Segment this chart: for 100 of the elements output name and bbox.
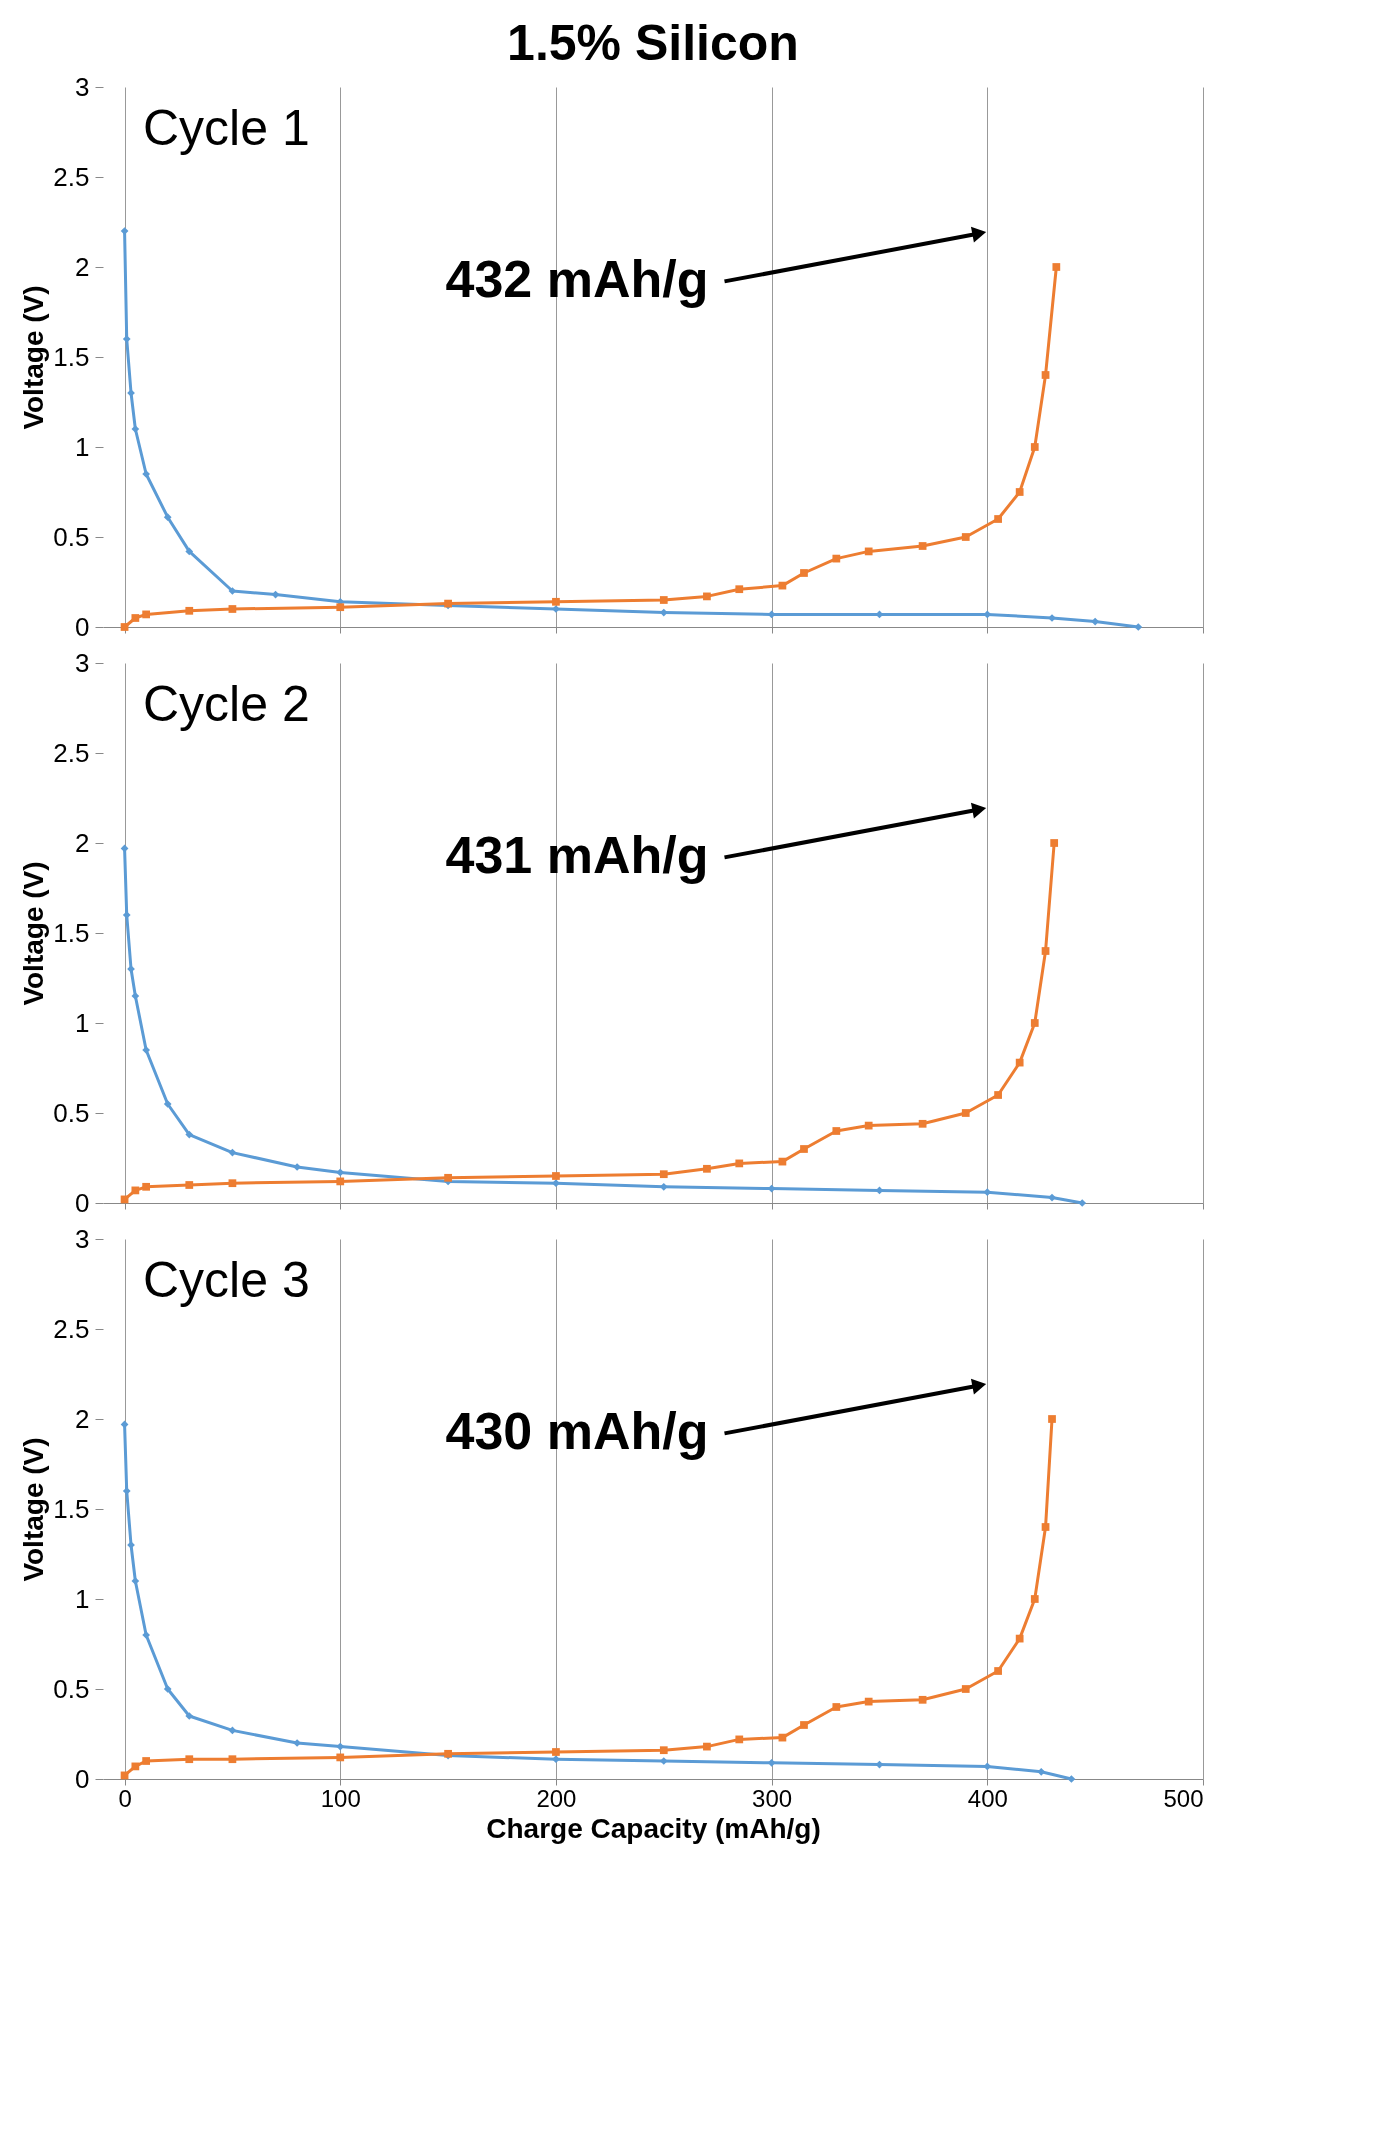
point — [228, 605, 237, 613]
point — [552, 597, 560, 606]
point — [185, 1755, 194, 1764]
point — [918, 1695, 927, 1704]
point — [142, 1631, 151, 1639]
point — [659, 1170, 668, 1179]
point — [163, 1100, 172, 1108]
point — [800, 1721, 808, 1729]
point — [336, 1168, 345, 1177]
point — [228, 1755, 237, 1764]
point — [185, 547, 194, 556]
point — [131, 425, 140, 433]
point — [864, 1697, 873, 1706]
point — [1067, 1775, 1076, 1783]
y-tick-label: 3 — [75, 71, 90, 102]
point — [142, 1046, 151, 1054]
point — [185, 1130, 194, 1139]
y-tick-label: 3 — [75, 1223, 90, 1254]
point — [1041, 947, 1050, 955]
y-tick-label: 0 — [75, 1187, 90, 1218]
point — [864, 547, 873, 556]
x-tick-label: 400 — [967, 1784, 1008, 1812]
y-tick-label: 3 — [75, 647, 90, 678]
point — [336, 1753, 345, 1762]
point — [1078, 1199, 1087, 1207]
point — [1048, 1415, 1056, 1423]
point — [336, 603, 345, 612]
point — [552, 1172, 560, 1180]
point — [1041, 371, 1050, 379]
y-tick-label: 1 — [75, 1007, 90, 1038]
point — [735, 585, 744, 594]
point — [735, 1735, 744, 1744]
point — [142, 470, 151, 478]
y-tick-label: 0.5 — [53, 1097, 90, 1128]
point — [918, 542, 927, 550]
point — [122, 1487, 131, 1495]
point — [228, 1726, 237, 1735]
point — [800, 569, 808, 577]
point — [142, 1182, 151, 1191]
y-tick-label: 0 — [75, 611, 90, 642]
point — [864, 1121, 873, 1130]
annotation: 430 mAh/g — [445, 1402, 709, 1461]
point — [1041, 1523, 1050, 1531]
point — [832, 1127, 841, 1135]
point — [994, 1667, 1002, 1675]
point — [832, 554, 841, 563]
point — [659, 1746, 668, 1755]
point — [994, 1091, 1002, 1099]
y-tick-label: 1.5 — [53, 1493, 90, 1524]
point — [1015, 1058, 1024, 1067]
point — [444, 1173, 452, 1182]
point — [228, 1179, 237, 1188]
point — [185, 1181, 194, 1189]
point — [1030, 1595, 1039, 1603]
y-tick-label: 1 — [75, 1583, 90, 1614]
point — [918, 1119, 927, 1128]
chart-title: 1.5% Silicon — [507, 15, 799, 71]
point — [163, 513, 172, 522]
point — [961, 533, 970, 541]
point — [552, 1755, 560, 1764]
point — [131, 992, 140, 1000]
y-tick-label: 1.5 — [53, 917, 90, 948]
annotation: 432 mAh/g — [445, 250, 709, 309]
annotation: Cycle 1 — [143, 100, 310, 156]
y-tick-label: 2 — [75, 827, 90, 858]
point — [1091, 617, 1100, 626]
point — [185, 606, 194, 615]
point — [120, 844, 129, 853]
point — [228, 1148, 237, 1157]
point — [120, 623, 129, 631]
x-axis-title: Charge Capacity (mAh/g) — [486, 1812, 821, 1844]
point — [122, 911, 131, 919]
point — [131, 1577, 140, 1585]
point — [131, 1762, 140, 1771]
y-tick-label: 2.5 — [53, 737, 90, 768]
x-tick-label: 100 — [320, 1784, 361, 1812]
point — [120, 227, 129, 235]
x-tick-label: 0 — [118, 1784, 132, 1812]
point — [131, 1186, 140, 1195]
x-tick-label: 300 — [752, 1784, 793, 1812]
y-tick-label: 2 — [75, 251, 90, 282]
y-tick-label: 2 — [75, 1403, 90, 1434]
point — [131, 614, 140, 622]
point — [735, 1159, 744, 1168]
point — [703, 1164, 711, 1173]
annotation: Cycle 2 — [143, 676, 310, 732]
point — [832, 1703, 841, 1711]
point — [163, 1685, 172, 1693]
y-axis-title: Voltage (V) — [18, 1437, 50, 1582]
y-tick-label: 0.5 — [53, 1673, 90, 1704]
y-axis-title: Voltage (V) — [18, 861, 50, 1006]
y-tick-label: 2.5 — [53, 1313, 90, 1344]
y-tick-label: 1 — [75, 431, 90, 462]
y-tick-label: 2.5 — [53, 161, 90, 192]
point — [1015, 1634, 1024, 1643]
point — [142, 610, 151, 619]
point — [1015, 488, 1024, 496]
y-tick-label: 1.5 — [53, 341, 90, 372]
point — [1052, 263, 1061, 271]
x-tick-label: 200 — [536, 1784, 577, 1812]
